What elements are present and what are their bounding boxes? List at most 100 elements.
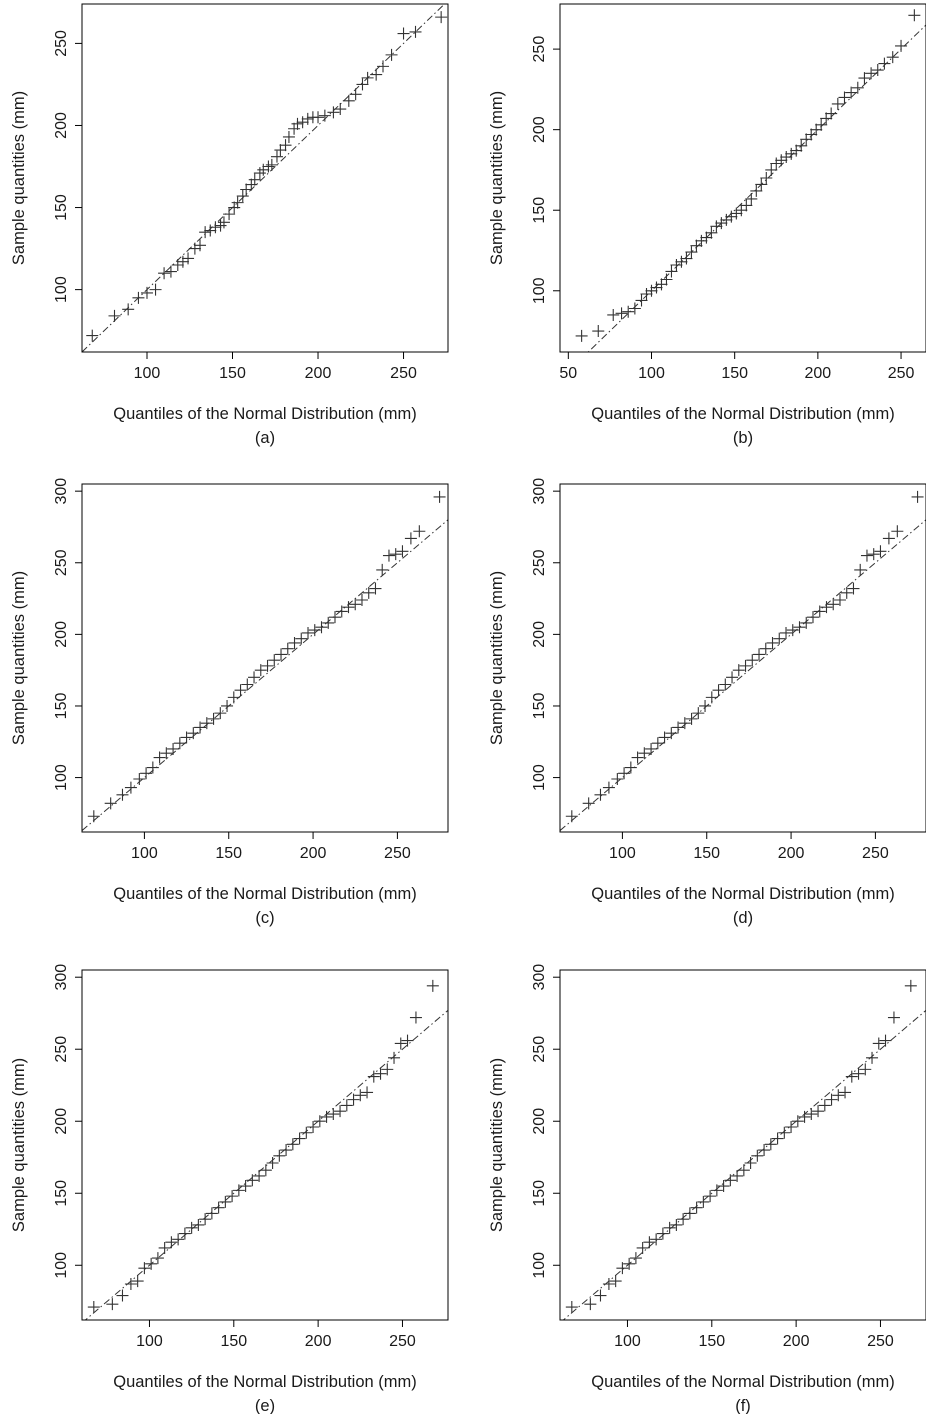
data-point [217,216,230,229]
data-point [611,773,624,786]
data-point [327,1108,340,1121]
reference-line [587,24,926,352]
data-point [887,1011,900,1024]
data-point [228,201,241,214]
panel-label: (b) [733,429,753,447]
data-point [650,1233,663,1246]
data-point [433,490,446,503]
data-point [839,1086,852,1099]
data-point [645,742,658,755]
qq-panel-d: 100 150 200 250 100 150 200 250 300 Quantiles of … [488,478,926,927]
data-point [234,684,247,697]
data-point [663,1221,676,1234]
data-point [291,117,304,130]
panel-label: (e) [255,1397,275,1414]
data-point [347,1093,360,1106]
data-point [322,616,335,629]
data-point [167,742,180,755]
data-point [813,605,826,618]
data-point [812,1105,825,1118]
data-point [296,116,309,129]
data-point [874,545,887,558]
data-point [882,532,895,545]
data-point [878,57,891,70]
y-tick-label: 100 [53,1252,70,1279]
data-point [650,281,663,294]
data-point [793,621,806,634]
y-tick-label: 250 [53,549,70,576]
data-point [655,278,668,291]
data-point [724,1174,737,1187]
data-point [635,294,648,307]
data-point [265,158,278,171]
data-point [690,239,703,252]
data-point [165,1236,178,1249]
data-point [315,621,328,634]
data-point [685,246,698,259]
data-point [866,1051,879,1064]
data-point [806,611,819,624]
data-point [795,139,808,152]
data-point [753,648,766,661]
data-point [286,1138,299,1151]
data-point [334,103,347,116]
data-point [320,1110,333,1123]
data-point [800,133,813,146]
data-point [765,163,778,176]
reference-line [560,519,926,831]
data-point [840,586,853,599]
data-point [618,767,631,780]
data-point [858,72,871,85]
data-point [273,1149,286,1162]
data-point [104,797,117,810]
data-point [214,219,227,232]
data-point [780,151,793,164]
x-tick-label: 100 [131,845,158,862]
panel-label: (a) [255,429,275,447]
data-point [766,636,779,649]
data-point [744,1157,757,1169]
data-point [199,226,212,239]
data-point [240,183,253,196]
data-point [192,1218,205,1231]
data-point [732,664,745,677]
data-point [279,139,292,152]
data-point [638,747,651,760]
y-tick-label: 200 [531,1108,548,1135]
data-point [172,1233,185,1246]
data-point [831,97,844,110]
y-axis-label: Sample quantities (mm) [10,571,28,745]
data-point [710,1184,723,1197]
data-point [699,699,712,712]
data-point [219,1195,232,1208]
plot-frame [559,483,926,833]
plot-frame [81,483,449,833]
data-point [275,648,288,661]
data-point [106,1298,119,1311]
y-tick-label: 250 [531,549,548,576]
data-point [798,1110,811,1123]
data-point [185,1221,198,1234]
data-point [680,252,693,265]
data-point [725,210,738,223]
data-point [231,196,244,209]
data-point [607,308,620,321]
data-point [146,761,159,774]
y-tick-label: 100 [531,1252,548,1279]
x-tick-label: 100 [136,1333,163,1350]
y-tick-label: 200 [53,1108,70,1135]
data-point [376,563,389,576]
data-point [153,751,166,764]
data-point [149,283,162,296]
reference-line [562,1009,926,1320]
data-point [374,1067,387,1080]
data-point [388,1051,401,1064]
data-point [318,109,331,122]
data-point [859,1063,872,1076]
data-point [602,781,615,794]
data-point [288,122,301,135]
data-point [739,659,752,672]
data-point [313,1115,326,1128]
x-tick-label: 150 [220,1333,247,1350]
data-point [640,288,653,300]
